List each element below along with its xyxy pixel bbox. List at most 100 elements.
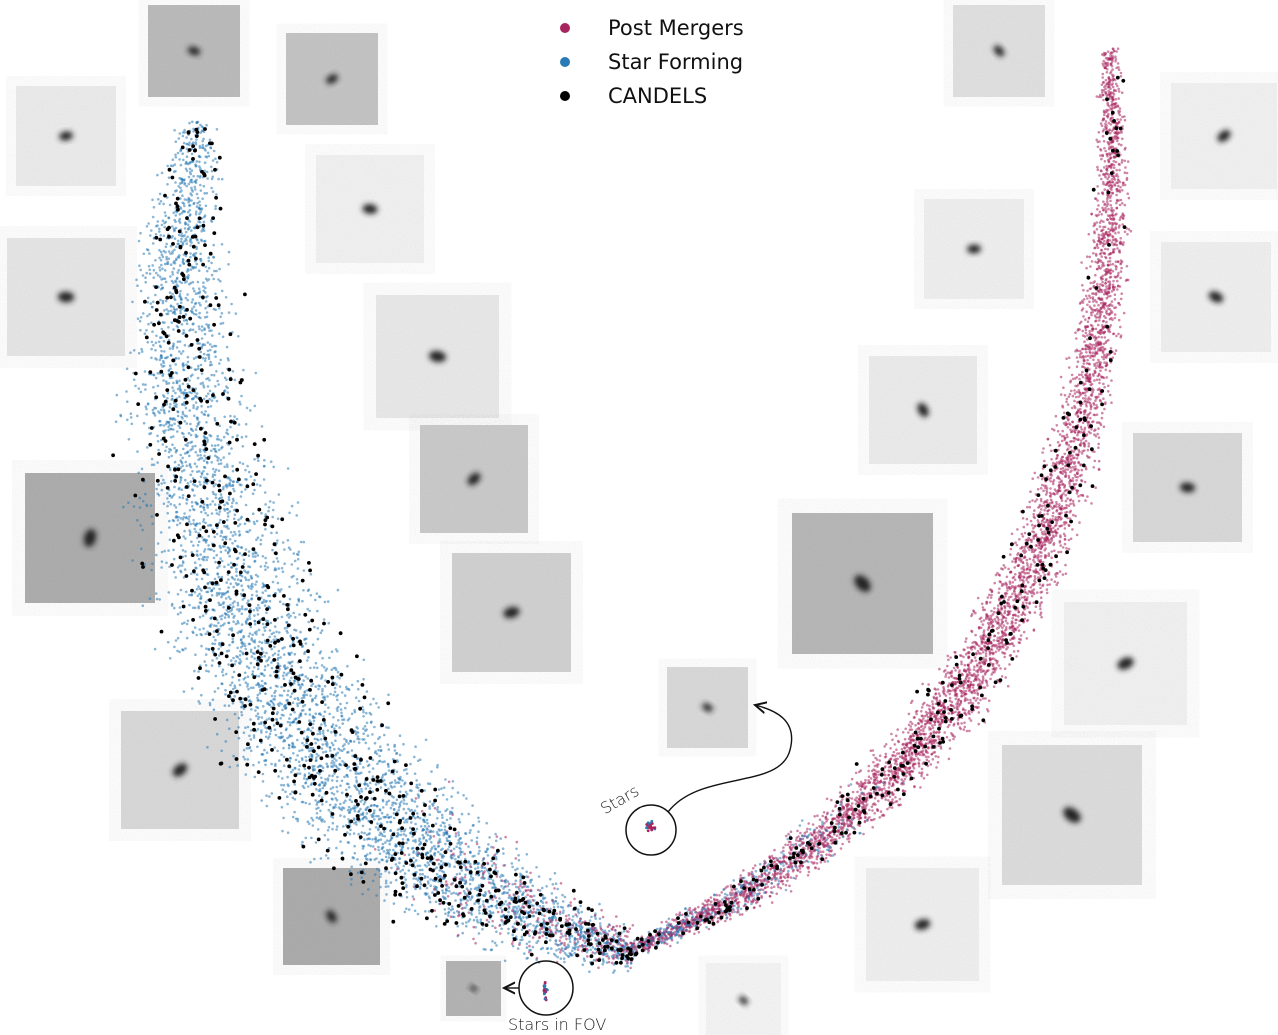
point bbox=[443, 821, 446, 825]
point bbox=[1109, 263, 1112, 266]
point bbox=[211, 159, 215, 162]
point bbox=[858, 814, 862, 818]
point bbox=[429, 878, 432, 881]
point bbox=[1117, 231, 1120, 234]
point bbox=[461, 922, 465, 925]
point bbox=[1081, 284, 1084, 287]
point bbox=[204, 653, 208, 656]
point bbox=[165, 561, 168, 565]
point bbox=[167, 326, 170, 329]
galaxy bbox=[1217, 130, 1231, 142]
point bbox=[969, 680, 973, 684]
point bbox=[529, 895, 532, 898]
point bbox=[371, 767, 375, 770]
point bbox=[181, 382, 185, 386]
point bbox=[403, 910, 407, 914]
point bbox=[425, 827, 429, 830]
point bbox=[567, 913, 571, 917]
point bbox=[948, 723, 951, 727]
point bbox=[514, 879, 518, 883]
point bbox=[220, 312, 224, 315]
point bbox=[381, 842, 385, 846]
point bbox=[1114, 97, 1118, 101]
point bbox=[838, 791, 842, 794]
point bbox=[230, 505, 233, 508]
point bbox=[1040, 477, 1044, 481]
point bbox=[921, 682, 924, 686]
point bbox=[270, 694, 274, 698]
point bbox=[413, 800, 417, 803]
point bbox=[229, 425, 232, 429]
point bbox=[194, 302, 197, 306]
point bbox=[1082, 288, 1085, 292]
point bbox=[185, 198, 189, 202]
point bbox=[1096, 432, 1099, 436]
point bbox=[195, 633, 198, 637]
point bbox=[976, 596, 980, 600]
point bbox=[1050, 550, 1053, 553]
point bbox=[1093, 450, 1096, 454]
point bbox=[608, 929, 611, 933]
point bbox=[282, 783, 286, 787]
point bbox=[237, 545, 240, 549]
point bbox=[915, 709, 919, 713]
point bbox=[581, 963, 585, 967]
point bbox=[185, 497, 188, 501]
point bbox=[805, 859, 809, 862]
point bbox=[148, 272, 152, 276]
point bbox=[191, 606, 195, 610]
point bbox=[262, 478, 266, 481]
point bbox=[205, 311, 209, 314]
point bbox=[264, 503, 267, 506]
point bbox=[1081, 421, 1085, 425]
point bbox=[179, 190, 182, 194]
point bbox=[237, 530, 241, 533]
point bbox=[215, 160, 219, 164]
point bbox=[786, 843, 790, 847]
point bbox=[1094, 327, 1098, 331]
point bbox=[240, 641, 243, 645]
point bbox=[531, 945, 535, 949]
point bbox=[182, 432, 185, 436]
point bbox=[321, 743, 325, 746]
point bbox=[162, 339, 166, 343]
point bbox=[207, 154, 211, 158]
point bbox=[1095, 221, 1099, 224]
point bbox=[215, 657, 219, 660]
point bbox=[212, 630, 216, 633]
point bbox=[166, 504, 169, 508]
point bbox=[199, 363, 203, 367]
point bbox=[179, 301, 183, 305]
point bbox=[290, 770, 293, 774]
point bbox=[363, 838, 366, 841]
point bbox=[306, 785, 310, 788]
point bbox=[344, 706, 347, 710]
point bbox=[172, 381, 175, 385]
point bbox=[201, 143, 205, 147]
point bbox=[825, 797, 829, 801]
galaxy bbox=[57, 291, 75, 303]
point bbox=[318, 685, 322, 688]
point bbox=[333, 772, 336, 775]
point bbox=[139, 268, 142, 272]
point bbox=[200, 372, 204, 375]
point bbox=[172, 428, 175, 431]
point bbox=[1120, 266, 1123, 270]
point bbox=[1002, 624, 1006, 627]
point bbox=[250, 638, 253, 642]
point bbox=[678, 911, 682, 914]
point bbox=[433, 885, 436, 888]
point bbox=[1101, 263, 1104, 266]
point bbox=[183, 388, 187, 392]
point bbox=[199, 454, 202, 457]
point bbox=[511, 933, 514, 937]
point bbox=[472, 918, 476, 922]
point bbox=[1025, 637, 1029, 640]
point bbox=[447, 780, 451, 784]
point bbox=[893, 743, 897, 746]
point bbox=[1097, 427, 1100, 430]
point bbox=[214, 444, 217, 447]
point bbox=[188, 603, 191, 607]
point bbox=[477, 932, 481, 935]
